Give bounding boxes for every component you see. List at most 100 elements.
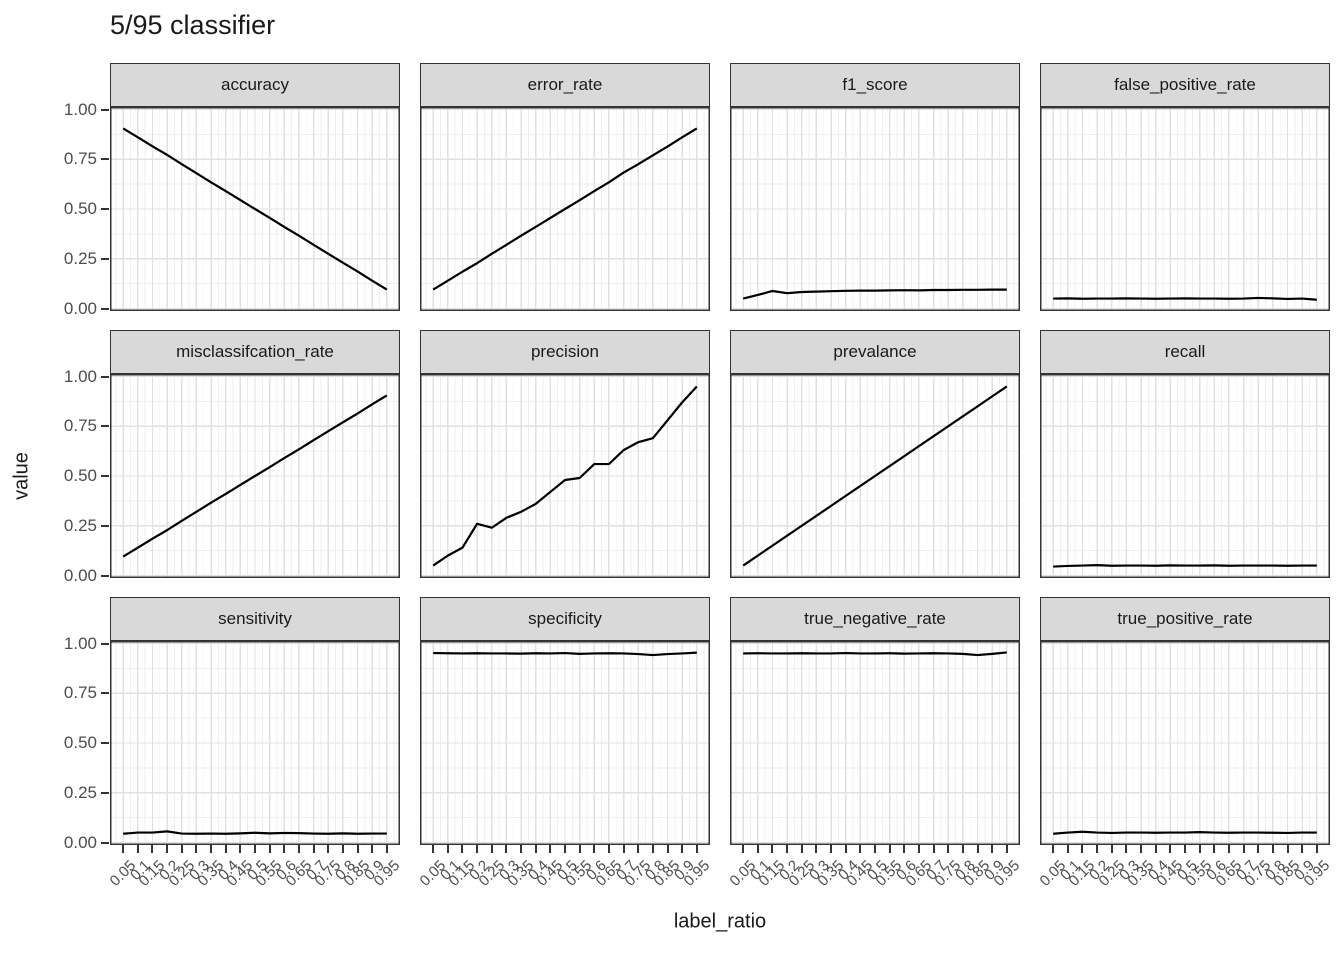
x-tick-mark: [297, 845, 300, 853]
facet-panel-misclassifcation_rate: [110, 374, 400, 578]
x-tick-mark: [341, 845, 344, 853]
x-tick-mark: [991, 845, 994, 853]
y-tick-label: 0.75: [63, 149, 97, 169]
facet-strip-error_rate: error_rate: [420, 63, 710, 107]
data-line: [433, 651, 697, 657]
y-tick-mark: [101, 375, 109, 378]
x-tick-mark: [947, 845, 950, 853]
y-tick-label: 1.00: [63, 633, 97, 653]
x-tick-mark: [432, 845, 435, 853]
x-tick-mark: [312, 845, 315, 853]
x-tick-mark: [903, 845, 906, 853]
y-tick-label: 1.00: [63, 366, 97, 386]
facet-panel-true_positive_rate: [1040, 641, 1330, 845]
x-tick-mark: [681, 845, 684, 853]
x-tick-mark: [578, 845, 581, 853]
panel-border: [1040, 641, 1330, 845]
facet-strip-label: f1_score: [842, 75, 908, 94]
facet-panel-false_positive_rate: [1040, 107, 1330, 311]
facet-strip-true_negative_rate: true_negative_rate: [730, 597, 1020, 641]
y-tick-label: 0.25: [63, 782, 97, 802]
y-tick-label: 0.50: [63, 733, 97, 752]
y-tick-label: 1.00: [63, 99, 97, 119]
data-line: [743, 651, 1007, 657]
x-tick-mark: [844, 845, 847, 853]
panel-border: [730, 641, 1020, 845]
facet-strip-label: specificity: [528, 609, 602, 628]
grid: [421, 108, 709, 310]
y-tick-mark: [101, 574, 109, 577]
panel-border: [110, 107, 400, 311]
y-tick-label: 0.00: [63, 565, 97, 585]
grid: [1041, 108, 1329, 310]
x-tick-mark: [695, 845, 698, 853]
x-tick-mark: [786, 845, 789, 853]
x-tick-mark: [1110, 845, 1113, 853]
x-tick-mark: [771, 845, 774, 853]
x-tick-mark: [874, 845, 876, 853]
x-tick-mark: [917, 845, 920, 853]
x-tick-mark: [1301, 845, 1304, 853]
x-tick-mark: [1213, 845, 1216, 853]
facet-strip-specificity: specificity: [420, 597, 710, 641]
panel-border: [1040, 374, 1330, 578]
data-line: [742, 288, 1007, 300]
facet-panel-recall: [1040, 374, 1330, 578]
panel-border: [730, 107, 1020, 311]
x-tick-mark: [268, 845, 271, 853]
facet-strip-label: true_positive_rate: [1117, 609, 1253, 628]
x-tick-mark: [1096, 845, 1099, 853]
facet-panel-sensitivity: [110, 641, 400, 845]
facet-strip-accuracy: accuracy: [110, 63, 400, 107]
data-line: [122, 127, 388, 291]
x-tick-mark: [932, 845, 935, 853]
y-tick-label: 0.75: [63, 416, 97, 436]
facet-strip-prevalance: prevalance: [730, 330, 1020, 374]
plot-title: 5/95 classifier: [110, 10, 276, 40]
panel-border: [420, 374, 710, 578]
y-tick-label: 0.25: [63, 515, 97, 535]
x-tick-mark: [976, 845, 979, 853]
panel-border: [730, 374, 1020, 578]
facet-panel-true_negative_rate: [730, 641, 1020, 845]
x-tick-mark: [1154, 845, 1157, 853]
grid: [1041, 642, 1329, 844]
x-tick-mark: [505, 845, 508, 853]
grid: [421, 642, 709, 844]
facet-strip-label: error_rate: [527, 75, 603, 94]
x-tick-mark: [446, 845, 449, 853]
facet-strip-label: precision: [530, 342, 600, 361]
facet-strip-label: sensitivity: [218, 609, 292, 628]
data-line: [742, 385, 1008, 567]
facet-strip-true_positive_rate: true_positive_rate: [1040, 597, 1330, 641]
facet-panel-accuracy: [110, 107, 400, 311]
x-tick-mark: [1169, 845, 1172, 853]
grid: [731, 108, 1019, 310]
x-tick-mark: [283, 845, 286, 853]
panel-border: [420, 641, 710, 845]
x-tick-mark: [122, 845, 125, 853]
y-tick-mark: [101, 208, 109, 210]
facet-panel-precision: [420, 374, 710, 578]
y-tick-mark: [101, 524, 109, 527]
panel-border: [110, 374, 400, 578]
y-tick-mark: [101, 692, 109, 695]
x-tick-mark: [651, 845, 654, 853]
y-tick-label: 0.25: [63, 248, 97, 268]
data-line: [432, 127, 698, 291]
x-axis-title: label_ratio: [673, 910, 767, 933]
facet-strip-f1_score: f1_score: [730, 63, 1020, 107]
grid: [731, 642, 1019, 844]
x-tick-mark: [1242, 845, 1245, 853]
facet-strip-label: misclassifcation_rate: [176, 342, 334, 361]
y-tick-label: 0.50: [63, 466, 97, 485]
y-tick-label: 0.75: [63, 683, 97, 703]
x-tick-mark: [151, 845, 154, 853]
y-tick-mark: [101, 791, 109, 794]
x-tick-mark: [1140, 845, 1143, 853]
x-tick-mark: [800, 845, 803, 853]
facet-strip-false_positive_rate: false_positive_rate: [1040, 63, 1330, 107]
x-tick-mark: [490, 845, 493, 853]
facet-strip-label: prevalance: [833, 342, 917, 361]
